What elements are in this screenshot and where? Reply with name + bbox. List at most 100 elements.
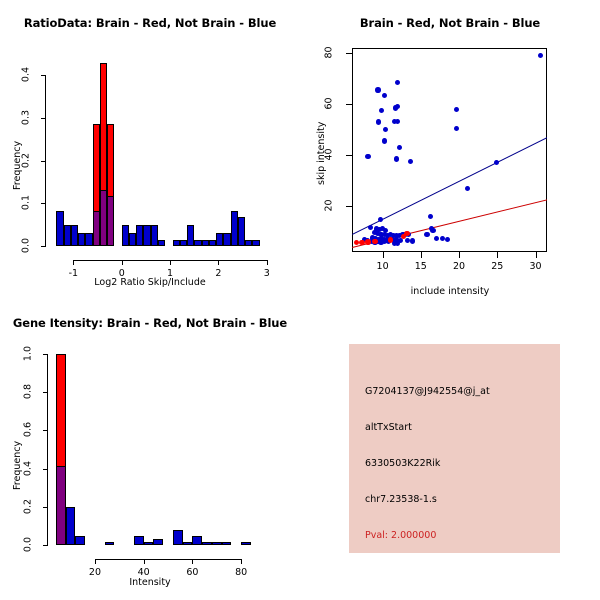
x-axis-tick xyxy=(170,260,172,265)
scatter-point-brain xyxy=(359,240,365,246)
histogram-bar-not-brain xyxy=(85,232,93,246)
histogram-bar-not-brain xyxy=(194,239,202,246)
scatter-point-not-brain xyxy=(430,227,436,233)
scatter-point-not-brain xyxy=(464,185,471,191)
scatter-point-not-brain xyxy=(378,239,384,246)
scatter-xlabel: include intensity xyxy=(410,286,490,297)
scatter-point-not-brain xyxy=(383,227,389,233)
ratio-histogram-title: RatioData: Brain - Red, Not Brain - Blue xyxy=(23,16,277,30)
scatter-point-not-brain xyxy=(394,79,400,85)
x-axis-tick-label: 15 xyxy=(414,261,427,272)
scatter-point-brain xyxy=(372,238,378,245)
scatter-point-not-brain xyxy=(387,231,393,237)
histogram-bar-not-brain xyxy=(104,542,115,545)
histogram-bar-not-brain xyxy=(150,225,158,246)
y-axis-tick-label: 0.8 xyxy=(22,384,34,400)
y-axis-tick xyxy=(43,354,48,355)
histogram-bar-overlap xyxy=(56,465,66,545)
scatter-point-not-brain xyxy=(376,119,382,125)
x-axis-tick-label: 80 xyxy=(235,567,248,578)
ratio-histogram-xlabel: Log2 Ratio Skip/Include xyxy=(94,277,206,288)
scatter-point-not-brain xyxy=(439,236,445,242)
x-axis-tick xyxy=(459,252,461,258)
histogram-bar-not-brain xyxy=(221,542,232,545)
y-axis-tick xyxy=(43,506,48,508)
histogram-bar-not-brain xyxy=(143,225,151,246)
y-axis-tick xyxy=(43,545,48,546)
y-axis-tick-label: 0.1 xyxy=(20,195,32,211)
histogram-bar-not-brain xyxy=(133,536,144,545)
histogram-bar-not-brain xyxy=(153,539,164,545)
scatter-point-not-brain xyxy=(382,92,388,98)
x-axis-tick xyxy=(497,252,499,258)
histogram-bar-not-brain xyxy=(75,536,86,545)
y-axis-tick xyxy=(41,246,46,247)
y-axis-tick-label: 20 xyxy=(323,199,335,212)
x-axis-tick xyxy=(218,260,220,265)
histogram-bar-overlap xyxy=(92,210,100,246)
scatter-point-not-brain xyxy=(378,231,384,237)
scatter-point-brain xyxy=(400,233,406,240)
y-axis-tick xyxy=(43,468,48,470)
x-axis-tick-label: 2 xyxy=(215,268,222,279)
scatter-point-not-brain xyxy=(375,239,381,245)
x-axis-tick xyxy=(192,559,194,564)
panel-intensity-scatter: Brain - Red, Not Brain - Blue 20 40 60 80 10… xyxy=(300,0,600,300)
gene-histogram-ylabel: Frequency xyxy=(12,440,23,490)
scatter-point-not-brain xyxy=(374,230,380,236)
x-axis-tick-label: 10 xyxy=(376,261,389,272)
y-axis-tick xyxy=(41,160,46,162)
y-axis-tick-label: 80 xyxy=(323,46,335,59)
scatter-point-not-brain xyxy=(396,232,402,238)
histogram-bar-not-brain xyxy=(121,225,129,246)
scatter-point-not-brain xyxy=(454,106,460,112)
scatter-point-not-brain xyxy=(394,241,400,247)
histogram-bar-not-brain xyxy=(172,530,183,545)
histogram-bar-not-brain xyxy=(136,225,144,246)
scatter-point-not-brain xyxy=(393,233,399,239)
x-axis-tick xyxy=(94,559,96,564)
y-axis-tick-label: 0.3 xyxy=(20,109,32,125)
scatter-point-not-brain xyxy=(361,237,367,243)
scatter-point-not-brain xyxy=(397,237,403,243)
histogram-bar-not-brain xyxy=(192,536,203,545)
scatter-point-not-brain xyxy=(381,232,387,238)
scatter-point-not-brain xyxy=(390,232,396,238)
x-axis-tick-label: -1 xyxy=(68,268,79,279)
ratio-histogram-ylabel: Frequency xyxy=(12,140,23,190)
y-axis-tick-label: 0.4 xyxy=(22,460,34,476)
x-axis-tick xyxy=(420,252,422,258)
scatter-point-not-brain xyxy=(428,214,434,220)
scatter-point-not-brain xyxy=(394,118,400,124)
scatter-point-not-brain xyxy=(365,153,371,159)
panel-gene-intensity-histogram: Gene Itensity: Brain - Red, Not Brain - … xyxy=(0,300,300,600)
scatter-point-not-brain xyxy=(381,239,387,245)
scatter-point-not-brain xyxy=(424,231,430,237)
panel-ratio-histogram: RatioData: Brain - Red, Not Brain - Blue… xyxy=(0,0,300,300)
histogram-bar-not-brain xyxy=(230,210,238,246)
histogram-bar-not-brain xyxy=(241,542,251,545)
y-axis-tick xyxy=(346,155,352,157)
histogram-bar-not-brain xyxy=(252,239,260,246)
y-axis-tick-label: 0.0 xyxy=(20,237,32,254)
y-axis-tick-label: 1.0 xyxy=(22,345,34,362)
y-axis-tick-label: 0.4 xyxy=(20,67,32,83)
scatter-point-not-brain xyxy=(454,126,460,132)
histogram-bar-not-brain xyxy=(70,225,79,246)
histogram-bar-not-brain xyxy=(245,239,253,246)
probe-id-text: G7204137@J942554@j_at xyxy=(365,386,490,397)
gene-histogram-xlabel: Intensity xyxy=(129,577,171,588)
scatter-point-brain xyxy=(387,237,393,243)
x-axis-tick xyxy=(382,252,384,258)
y-axis-tick xyxy=(346,206,352,208)
scatter-point-not-brain xyxy=(434,235,440,242)
x-axis-tick xyxy=(143,559,145,564)
histogram-bar-not-brain xyxy=(56,210,64,246)
scatter-point-not-brain xyxy=(373,226,380,232)
histogram-bar-not-brain xyxy=(143,542,154,545)
y-axis-tick xyxy=(346,53,352,55)
gene-symbol-text: 6330503K22Rik xyxy=(365,458,441,469)
scatter-point-not-brain xyxy=(392,105,399,111)
x-axis-tick xyxy=(121,260,123,265)
probe-info-panel: G7204137@J942554@j_at altTxStart 6330503… xyxy=(349,344,560,553)
